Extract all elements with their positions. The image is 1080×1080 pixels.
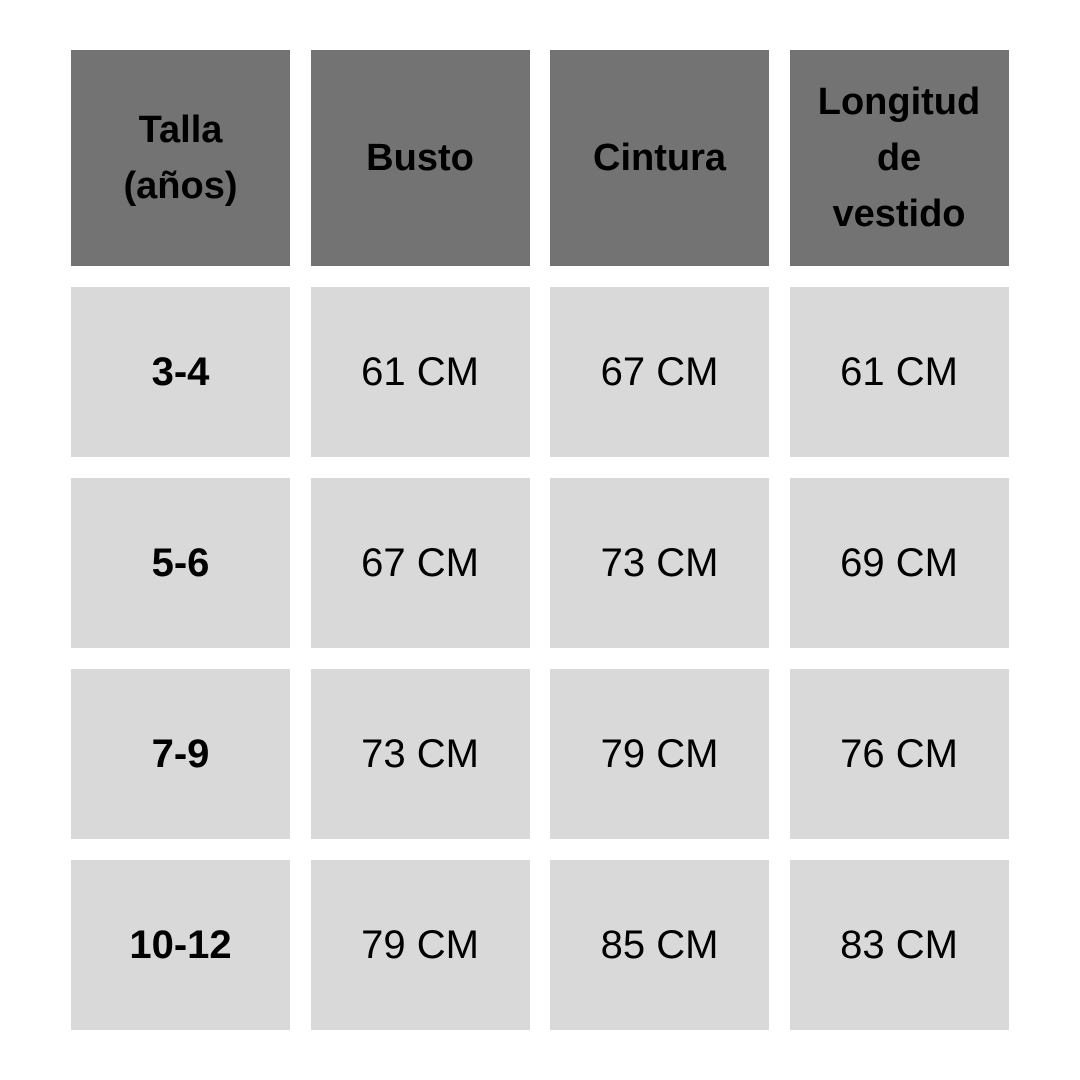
size-cell: 5-6	[71, 478, 290, 648]
measurement-cell: 73 CM	[310, 669, 530, 839]
measurement-cell: 79 CM	[550, 669, 769, 839]
measurement-cell: 83 CM	[789, 860, 1009, 1030]
measurement-cell: 67 CM	[550, 287, 769, 457]
size-cell: 7-9	[71, 669, 290, 839]
measurement-cell: 76 CM	[789, 669, 1009, 839]
measurement-cell: 61 CM	[789, 287, 1009, 457]
measurement-cell: 61 CM	[310, 287, 530, 457]
column-header: Talla (años)	[71, 50, 290, 266]
size-cell: 10-12	[71, 860, 290, 1030]
measurement-cell: 67 CM	[310, 478, 530, 648]
column-header: Cintura	[550, 50, 769, 266]
column-header: Busto	[310, 50, 530, 266]
measurement-cell: 85 CM	[550, 860, 769, 1030]
measurement-cell: 69 CM	[789, 478, 1009, 648]
column-header: Longitud de vestido	[789, 50, 1009, 266]
size-chart-table: Talla (años) Busto Cintura Longitud de vest…	[71, 50, 1009, 1030]
measurement-cell: 79 CM	[310, 860, 530, 1030]
size-cell: 3-4	[71, 287, 290, 457]
measurement-cell: 73 CM	[550, 478, 769, 648]
